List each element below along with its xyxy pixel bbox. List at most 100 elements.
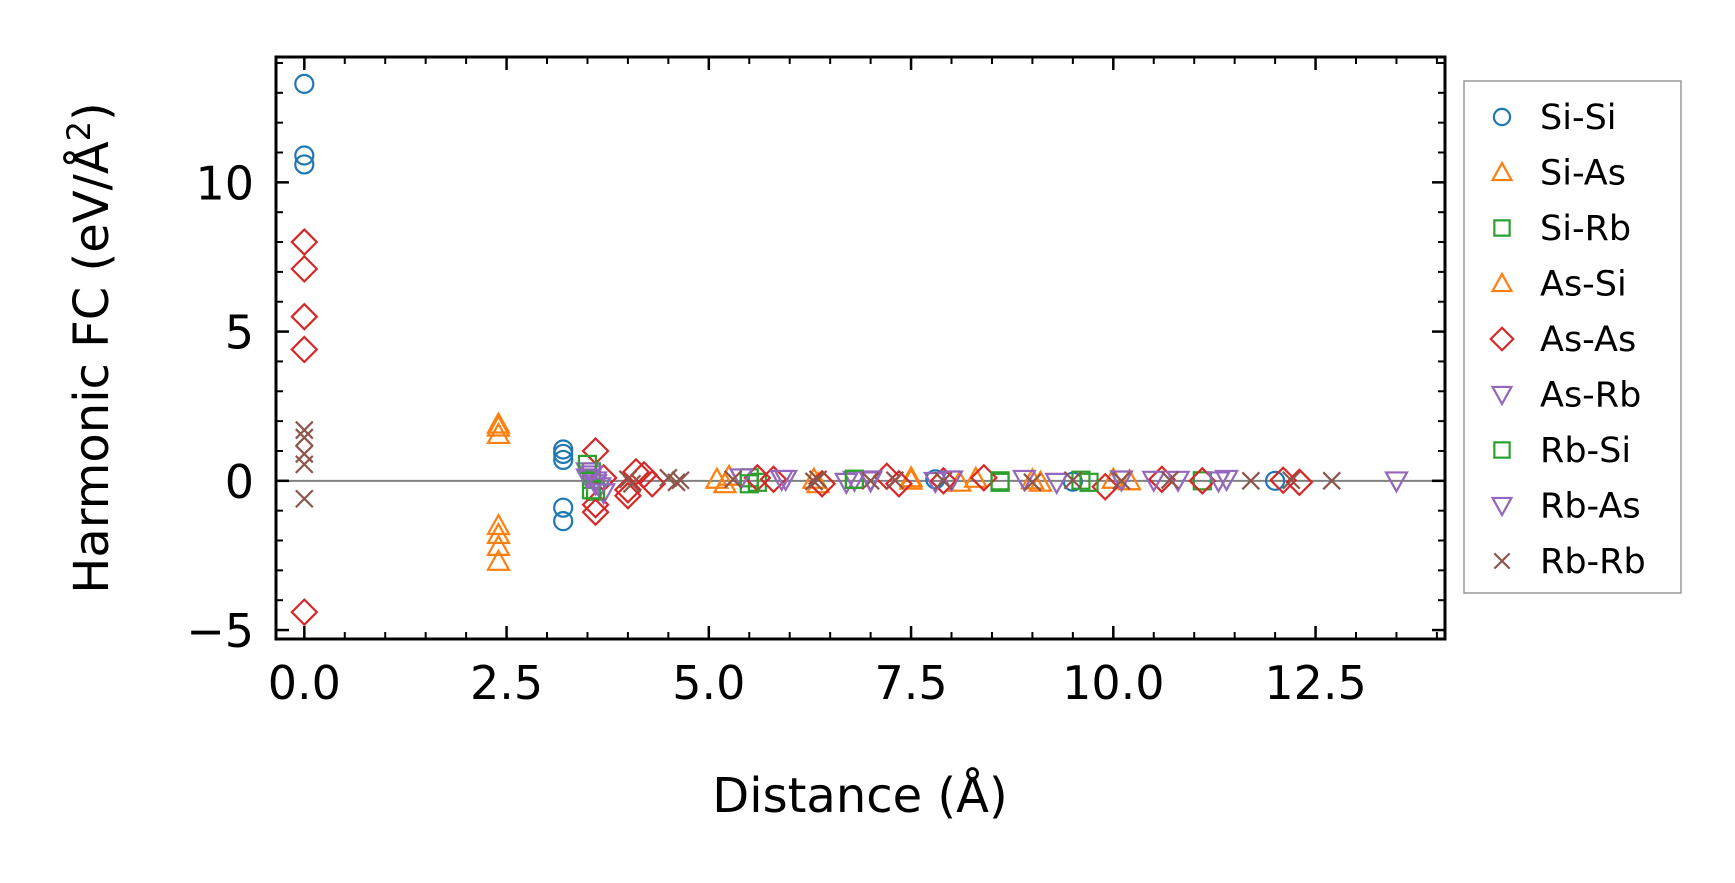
point-si-si [553, 511, 574, 532]
plot-frame [274, 55, 1447, 641]
point-rb-rb [1112, 471, 1131, 491]
point-si-as [486, 521, 511, 545]
point-si-as [486, 533, 511, 556]
legend-label: Rb-Si [1540, 431, 1631, 471]
point-as-rb [728, 468, 754, 491]
point-as-as [581, 498, 610, 527]
point-rb-as [858, 471, 883, 494]
y-tick-label: 5 [225, 306, 254, 360]
point-rb-rb [808, 470, 828, 489]
point-rb-rb [295, 489, 314, 509]
point-rb-rb [885, 470, 905, 490]
point-as-as [290, 598, 319, 627]
legend-marker-si-rb [1493, 219, 1511, 237]
legend-marker-rb-rb [1493, 552, 1511, 570]
x-tick-label: 0.0 [268, 656, 341, 710]
point-si-si [553, 449, 574, 471]
point-as-rb [1384, 471, 1409, 494]
point-rb-si [577, 454, 598, 474]
point-si-si [553, 443, 574, 465]
point-si-si [294, 73, 315, 94]
point-rb-si [990, 471, 1010, 491]
point-as-as [1269, 466, 1298, 495]
point-rb-rb [804, 472, 824, 491]
point-as-as [290, 227, 319, 257]
legend-marker-si-si [1492, 107, 1512, 127]
x-axis-title: Distance (Å) [712, 767, 1007, 824]
legend: Si-Si Si-As Si-Rb As-Si As-As As-Rb Rb-Si Rb-As… [1463, 80, 1682, 594]
legend-label: As-Rb [1540, 376, 1641, 416]
point-rb-as [1141, 470, 1167, 493]
x-tick-label: 12.5 [1264, 656, 1366, 710]
point-rb-rb [934, 471, 953, 491]
point-rb-rb [1160, 470, 1180, 490]
point-as-rb [1044, 472, 1070, 496]
legend-marker-as-si [1490, 271, 1514, 293]
legend-label: As-Si [1540, 265, 1627, 305]
legend-label: Rb-As [1540, 487, 1641, 527]
y-tick-label: 10 [195, 156, 254, 210]
point-rb-as [773, 469, 799, 493]
legend-label: Rb-Rb [1540, 542, 1646, 582]
legend-marker-si-as [1490, 160, 1514, 182]
point-rb-si [739, 474, 759, 494]
point-rb-rb [1023, 473, 1042, 492]
point-si-rb [1192, 471, 1212, 491]
point-rb-as [575, 468, 600, 491]
point-as-as [290, 302, 319, 331]
point-si-as [486, 421, 511, 445]
point-rb-rb [671, 470, 690, 490]
point-as-rb [591, 483, 617, 506]
point-as-as [613, 481, 642, 510]
legend-label: Si-As [1540, 154, 1626, 194]
point-rb-rb [295, 428, 314, 447]
legend-marker-rb-as [1490, 496, 1514, 518]
point-rb-as [939, 470, 964, 493]
point-si-si [294, 145, 315, 166]
point-rb-rb [295, 420, 314, 440]
point-as-as [621, 457, 651, 486]
point-rb-rb [861, 471, 880, 491]
point-as-as [290, 254, 319, 283]
point-as-as [884, 469, 913, 498]
point-si-si [1265, 470, 1286, 491]
tick-labels: 0.0 2.5 5.0 7.5 10.0 12.5 −5 0 5 10 [186, 156, 1367, 710]
point-rb-si [1079, 472, 1099, 492]
legend-label: Si-Rb [1540, 209, 1631, 249]
point-rb-as [583, 474, 608, 497]
point-si-as [486, 411, 511, 434]
point-as-rb [1214, 469, 1239, 493]
point-rb-rb [622, 474, 642, 494]
point-as-as [290, 335, 319, 364]
legend-label: As-As [1540, 320, 1636, 360]
point-rb-rb [1063, 470, 1083, 490]
point-as-as [581, 490, 610, 519]
x-tick-label: 2.5 [470, 656, 543, 710]
point-si-as [486, 414, 511, 437]
point-rb-rb [1322, 471, 1342, 491]
point-rb-rb [723, 470, 743, 489]
point-rb-rb [1241, 471, 1261, 491]
point-as-rb [1109, 470, 1134, 493]
point-si-si [294, 154, 315, 175]
point-as-as [1285, 468, 1314, 497]
point-rb-rb [667, 473, 686, 492]
y-axis-title: Harmonic FC (eV/Å2) [60, 102, 120, 594]
point-as-as [759, 465, 788, 494]
legend-label: Si-Si [1540, 98, 1617, 138]
data-markers [290, 73, 1409, 627]
legend-marker-as-as [1489, 326, 1515, 352]
point-si-si [553, 497, 574, 518]
x-tick-label: 5.0 [672, 656, 745, 710]
y-tick-label: −5 [186, 604, 254, 658]
legend-marker-rb-si [1493, 441, 1511, 459]
point-as-as [638, 469, 667, 498]
y-tick-label: 0 [225, 455, 254, 509]
x-tick-label: 10.0 [1062, 656, 1164, 710]
point-si-as [486, 548, 511, 571]
point-as-rb [1206, 471, 1231, 494]
legend-marker-as-rb [1490, 385, 1514, 407]
point-as-as [929, 466, 958, 495]
point-rb-rb [1282, 470, 1301, 490]
